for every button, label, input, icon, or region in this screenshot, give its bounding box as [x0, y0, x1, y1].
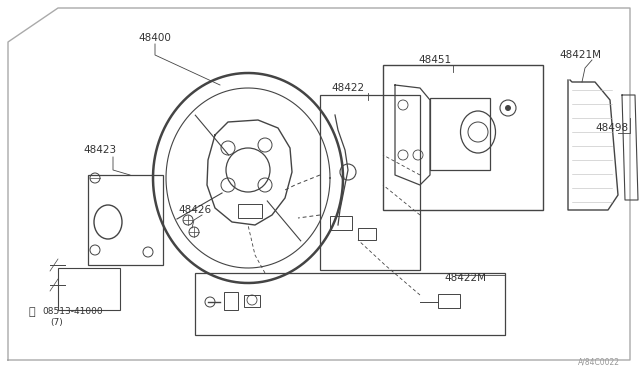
- Text: 48400: 48400: [139, 33, 172, 43]
- Text: 48423: 48423: [83, 145, 116, 155]
- Text: 08513-41000: 08513-41000: [42, 308, 102, 317]
- Text: 48422: 48422: [332, 83, 365, 93]
- Text: 48451: 48451: [419, 55, 452, 65]
- Text: 48421M: 48421M: [559, 50, 601, 60]
- Text: 48498: 48498: [595, 123, 628, 133]
- Text: A/84C0022: A/84C0022: [578, 357, 620, 366]
- Text: 48426: 48426: [179, 205, 212, 215]
- Text: Ⓢ: Ⓢ: [29, 307, 35, 317]
- Text: 48422M: 48422M: [444, 273, 486, 283]
- Text: (7): (7): [50, 317, 63, 327]
- Circle shape: [505, 105, 511, 111]
